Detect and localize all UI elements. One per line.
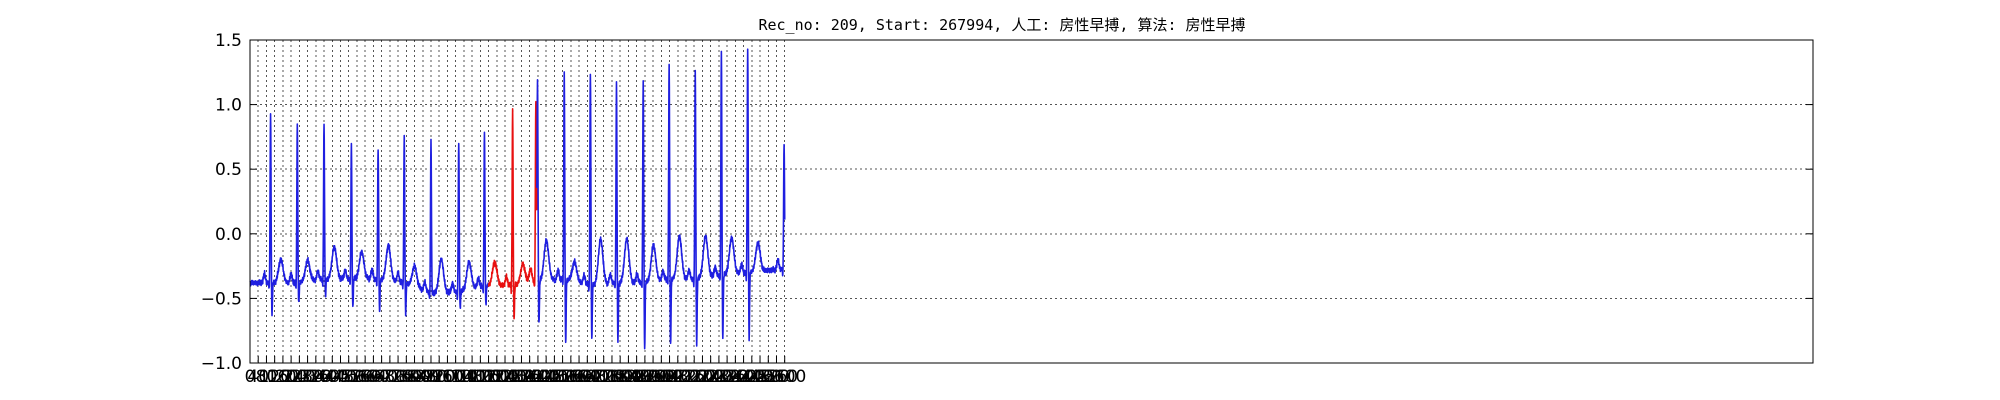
x-tick-label: 2200 bbox=[681, 367, 724, 387]
x-tick-label: 160 bbox=[267, 367, 299, 387]
x-tick-label: 2160 bbox=[673, 367, 716, 387]
x-tick-label: 600 bbox=[357, 367, 389, 387]
x-tick-label: 1960 bbox=[631, 367, 674, 387]
x-tick-label: 1280 bbox=[492, 367, 535, 387]
x-tick-label: 1080 bbox=[450, 367, 493, 387]
ecg-traces bbox=[249, 48, 786, 350]
x-tick-label: 1160 bbox=[467, 367, 510, 387]
x-tick-label: 2600 bbox=[763, 367, 806, 387]
x-tick-label: 1800 bbox=[599, 367, 642, 387]
y-tick-label: 1.0 bbox=[215, 96, 242, 116]
x-tick-label: 440 bbox=[324, 367, 356, 387]
x-tick-label: 280 bbox=[291, 367, 323, 387]
x-tick-label: 1600 bbox=[557, 367, 600, 387]
x-tick-label: 2040 bbox=[648, 367, 691, 387]
y-axis-ticks: −1.0 −0.5 0.0 0.5 1.0 1.5 bbox=[201, 31, 1813, 374]
y-tick-label: −0.5 bbox=[201, 289, 242, 309]
y-tick-label: 0.0 bbox=[215, 225, 242, 245]
x-tick-label: 1440 bbox=[525, 367, 568, 387]
x-tick-label: 1400 bbox=[516, 367, 559, 387]
x-tick-label: 1840 bbox=[607, 367, 650, 387]
x-tick-label: 1480 bbox=[533, 367, 576, 387]
x-tick-label: 320 bbox=[300, 367, 332, 387]
x-tick-label: 120 bbox=[258, 367, 290, 387]
x-tick-label: 2480 bbox=[738, 367, 781, 387]
ecg-trace-normal-1 bbox=[475, 131, 490, 306]
x-tick-label: 1360 bbox=[508, 367, 551, 387]
x-tick-label: 880 bbox=[415, 367, 447, 387]
x-tick-label: 2120 bbox=[664, 367, 707, 387]
x-tick-label: 760 bbox=[390, 367, 422, 387]
x-tick-label: 960 bbox=[431, 367, 463, 387]
x-tick-label: 1120 bbox=[459, 367, 502, 387]
x-tick-label: 2000 bbox=[640, 367, 683, 387]
x-tick-label: 560 bbox=[349, 367, 381, 387]
x-tick-label: 1560 bbox=[549, 367, 592, 387]
grid bbox=[250, 40, 1813, 363]
x-tick-label: 1720 bbox=[582, 367, 625, 387]
ecg-trace-normal-0 bbox=[249, 113, 478, 317]
x-tick-label: 2080 bbox=[656, 367, 699, 387]
x-tick-label: 1040 bbox=[442, 367, 485, 387]
plot-frame bbox=[249, 39, 1814, 364]
x-tick-label: 520 bbox=[341, 367, 373, 387]
y-tick-label: −1.0 bbox=[201, 354, 242, 374]
x-tick-label: 920 bbox=[423, 367, 455, 387]
x-tick-label: 1640 bbox=[566, 367, 609, 387]
x-tick-label: 1000 bbox=[434, 367, 477, 387]
x-tick-label: 2400 bbox=[722, 367, 765, 387]
x-tick-label: 400 bbox=[316, 367, 348, 387]
x-tick-label: 200 bbox=[275, 367, 307, 387]
y-tick-label: 0.5 bbox=[215, 160, 242, 180]
x-tick-label: 1760 bbox=[590, 367, 633, 387]
x-tick-label: 80 bbox=[256, 367, 278, 387]
y-tick-label: 1.5 bbox=[215, 31, 242, 51]
x-tick-label: 360 bbox=[308, 367, 340, 387]
x-tick-label: 2280 bbox=[697, 367, 740, 387]
x-tick-label: 480 bbox=[332, 367, 364, 387]
x-tick-label: 1320 bbox=[500, 367, 543, 387]
x-tick-label: 1920 bbox=[623, 367, 666, 387]
x-tick-label: 2520 bbox=[747, 367, 790, 387]
x-axis-ticks: 0408012016020024028032036040044048052056… bbox=[245, 356, 806, 387]
x-tick-label: 2320 bbox=[705, 367, 748, 387]
x-tick-label: 800 bbox=[398, 367, 430, 387]
x-tick-label: 1520 bbox=[541, 367, 584, 387]
x-tick-label: 2560 bbox=[755, 367, 798, 387]
x-tick-label: 720 bbox=[382, 367, 414, 387]
x-tick-label: 40 bbox=[247, 367, 269, 387]
x-tick-label: 2360 bbox=[714, 367, 757, 387]
chart-title: Rec_no: 209, Start: 267994, 人工: 房性早搏, 算法… bbox=[758, 16, 1245, 34]
x-tick-label: 240 bbox=[283, 367, 315, 387]
x-tick-label: 680 bbox=[374, 367, 406, 387]
x-tick-label: 2440 bbox=[730, 367, 773, 387]
ecg-trace-highlight-2 bbox=[487, 100, 538, 320]
x-tick-label: 2240 bbox=[689, 367, 732, 387]
x-tick-label: 1240 bbox=[483, 367, 526, 387]
x-tick-label: 1680 bbox=[574, 367, 617, 387]
x-tick-label: 0 bbox=[245, 367, 256, 387]
x-tick-label: 1880 bbox=[615, 367, 658, 387]
x-tick-label: 1200 bbox=[475, 367, 518, 387]
x-tick-label: 640 bbox=[365, 367, 397, 387]
ecg-trace-normal-3 bbox=[536, 48, 786, 350]
x-tick-label: 840 bbox=[407, 367, 439, 387]
